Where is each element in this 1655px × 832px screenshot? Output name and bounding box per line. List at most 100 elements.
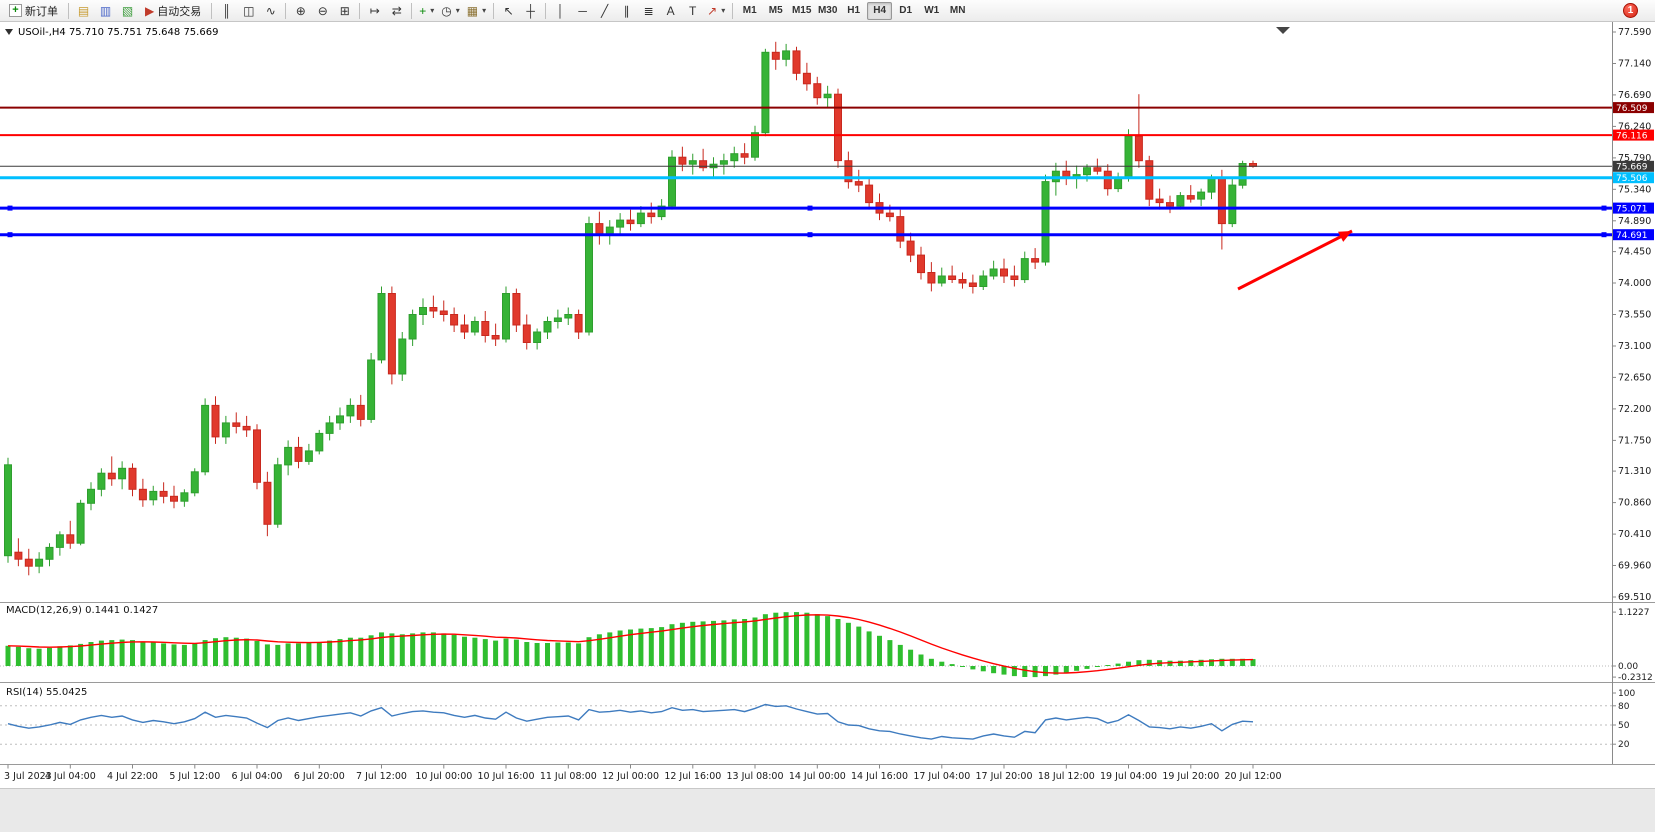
timeframe-h1-button[interactable]: H1 [847,5,861,16]
chart-shift-button[interactable]: ⇄ [386,1,407,20]
svg-text:17 Jul 20:00: 17 Jul 20:00 [976,771,1033,782]
zoom-out-button[interactable]: ⊖ [312,1,333,20]
vertical-line-button[interactable]: │ [550,1,571,20]
svg-text:71.310: 71.310 [1618,466,1651,477]
line-chart-button[interactable]: ∿ [260,1,281,20]
fibonacci-icon: ≣ [643,3,654,18]
text-button[interactable]: A [660,1,681,20]
cursor-button[interactable]: ↖ [498,1,519,20]
timeframe-d1-button[interactable]: D1 [899,5,913,16]
fibonacci-button[interactable]: ≣ [638,1,659,20]
toolbar-items: + 新订单 ▤ ▥ ▧ ▶ 自动交易 ║ ◫ ∿ ⊕ ⊖ ⊞ ↦ ⇄ + ▾ ◷ ▾ ▦ ▾ ↖ ┼ │ ─ ╱ ∥ ≣ A T ↗ ▾ M1 M… [3,0,970,22]
macd-signal-line [7,614,1254,674]
svg-text:77.590: 77.590 [1618,27,1651,38]
svg-text:4 Jul 22:00: 4 Jul 22:00 [107,771,158,782]
timeframe-w1-button[interactable]: W1 [924,5,940,16]
periods-button[interactable]: ◷ ▾ [438,1,463,20]
toolbar-separator [493,2,495,19]
hline-handle[interactable] [7,205,13,211]
notification-badge[interactable]: 1 [1623,3,1638,18]
periods-icon: ◷ [441,3,452,18]
new-order-button[interactable]: + 新订单 [3,1,64,20]
tile-windows-button[interactable]: ⊞ [334,1,355,20]
horizontal-line-button[interactable]: ─ [572,1,593,20]
templates-icon: ▦ [466,3,479,18]
svg-text:71.750: 71.750 [1618,435,1651,446]
line-chart-icon: ∿ [265,3,276,18]
chart-canvas[interactable]: MACD(12,26,9) 0.1441 0.1427 1.1227 0.00-0.… [0,22,1655,832]
svg-text:72.200: 72.200 [1618,404,1651,415]
timeframe-mn-button[interactable]: MN [949,5,966,16]
svg-text:7 Jul 12:00: 7 Jul 12:00 [356,771,407,782]
timeframe-m5-button[interactable]: M5 [768,5,783,16]
toolbar: + 新订单 ▤ ▥ ▧ ▶ 自动交易 ║ ◫ ∿ ⊕ ⊖ ⊞ ↦ ⇄ + ▾ ◷ ▾ ▦ ▾ ↖ ┼ │ ─ ╱ ∥ ≣ A T ↗ ▾ M1 M… [0,0,1655,22]
toolbar-separator [411,2,413,19]
data-window-button[interactable]: ▥ [95,1,116,20]
svg-text:70.410: 70.410 [1618,529,1651,540]
text-label-button[interactable]: T [682,1,703,20]
svg-text:74.000: 74.000 [1618,278,1651,289]
chart-title: USOil-,H4 75.710 75.751 75.648 75.669 [18,27,218,38]
svg-text:14 Jul 16:00: 14 Jul 16:00 [851,771,908,782]
svg-text:10 Jul 16:00: 10 Jul 16:00 [478,771,535,782]
price-tag-76.509 [1613,102,1654,114]
arrows-button[interactable]: ↗ ▾ [704,1,728,20]
svg-text:6 Jul 20:00: 6 Jul 20:00 [294,771,345,782]
arrow-annotation[interactable] [1237,229,1353,291]
text-icon: A [666,3,675,18]
svg-text:13 Jul 08:00: 13 Jul 08:00 [727,771,784,782]
hline-handle[interactable] [7,232,13,238]
hline-handle[interactable] [807,232,813,238]
text-label-icon: T [688,3,697,18]
svg-text:75.506: 75.506 [1616,174,1648,184]
svg-text:75.669: 75.669 [1616,163,1648,173]
trendline-button[interactable]: ╱ [594,1,615,20]
svg-text:3 Jul 2023: 3 Jul 2023 [4,771,52,782]
bar-chart-button[interactable]: ║ [216,1,237,20]
equidistant-channel-button[interactable]: ∥ [616,1,637,20]
svg-text:74.890: 74.890 [1618,216,1651,227]
candlestick-chart-button[interactable]: ◫ [238,1,259,20]
hline-handle[interactable] [1601,205,1607,211]
svg-text:76.240: 76.240 [1618,121,1651,132]
hline-handle[interactable] [807,205,813,211]
timeframe-m15-button[interactable]: M15 [791,5,812,16]
auto-scroll-button[interactable]: ↦ [364,1,385,20]
timeframe-m1-button[interactable]: M1 [742,5,757,16]
svg-text:70.860: 70.860 [1618,498,1651,509]
svg-text:10 Jul 00:00: 10 Jul 00:00 [415,771,472,782]
navigator-button[interactable]: ▧ [117,1,138,20]
market-watch-button[interactable]: ▤ [73,1,94,20]
chart-shift-marker-icon[interactable] [1276,27,1290,34]
timeframe-m30-button[interactable]: M30 [817,5,838,16]
svg-text:74.450: 74.450 [1618,247,1651,258]
indicators-button[interactable]: + ▾ [416,1,437,20]
svg-text:19 Jul 20:00: 19 Jul 20:00 [1162,771,1219,782]
toolbar-separator [211,2,213,19]
svg-text:1.1227: 1.1227 [1618,608,1650,618]
price-tag-75.071 [1613,202,1654,214]
macd-panel: MACD(12,26,9) 0.1441 0.1427 1.1227 0.00-0.… [0,605,1653,683]
templates-button[interactable]: ▦ ▾ [464,1,489,20]
price-tag-74.691 [1613,229,1654,241]
toolbar-separator [285,2,287,19]
price-axis[interactable]: 77.590 77.140 76.690 76.240 75.790 75.340 74.8… [1612,27,1654,603]
zoom-in-button[interactable]: ⊕ [290,1,311,20]
timeframe-h4-button[interactable]: H4 [867,1,893,20]
candlestick-chart-icon: ◫ [243,3,255,18]
auto-trading-button[interactable]: ▶ 自动交易 [139,1,207,20]
svg-text:69.960: 69.960 [1618,561,1651,572]
candles-layer [4,41,1257,576]
svg-text:12 Jul 00:00: 12 Jul 00:00 [602,771,659,782]
equidistant-channel-icon: ∥ [623,3,630,18]
crosshair-icon: ┼ [526,3,535,18]
toolbar-separator [732,2,734,19]
svg-text:76.509: 76.509 [1616,104,1648,114]
rsi-line [7,703,1254,740]
price-tag-75.506 [1613,172,1654,184]
crosshair-button[interactable]: ┼ [520,1,541,20]
one-click-trading-toggle-icon[interactable] [5,29,13,35]
hline-handle[interactable] [1601,232,1607,238]
